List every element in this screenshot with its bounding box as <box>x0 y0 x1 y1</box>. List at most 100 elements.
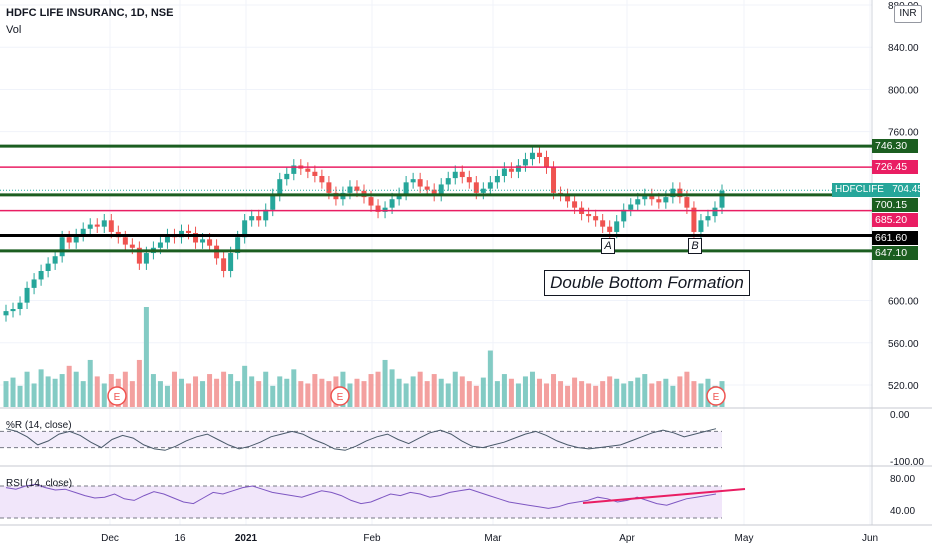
candle-body <box>473 182 479 193</box>
rsi-label[interactable]: RSI (14, close) <box>6 478 73 489</box>
candle-body <box>10 309 16 312</box>
candle-body <box>59 237 65 257</box>
ticker-name: HDFCLIFE <box>835 184 884 195</box>
candle-body <box>207 239 213 246</box>
volume-bar <box>87 359 93 407</box>
candle-body <box>649 195 655 200</box>
volume-bar <box>101 383 107 407</box>
volume-bar <box>424 381 430 407</box>
price-tick-label: 760.00 <box>888 128 919 139</box>
volume-bar <box>607 376 613 407</box>
volume-bar <box>17 385 23 407</box>
candle-body <box>24 287 30 303</box>
candle-body <box>529 152 535 160</box>
volume-bar <box>164 385 170 407</box>
level-tag-746: 746.30 <box>872 139 918 153</box>
volume-bar <box>684 371 690 407</box>
candle-body <box>354 186 360 191</box>
williams-r-line <box>5 428 717 451</box>
volume-bar <box>642 374 648 407</box>
candle-body <box>186 230 192 233</box>
candle-body <box>157 242 163 248</box>
rsi-tick-label: 40.00 <box>890 506 915 517</box>
level-tag-647: 647.10 <box>872 246 918 260</box>
candle-body <box>452 171 458 179</box>
candle-body <box>656 199 662 203</box>
volume-bar <box>670 385 676 407</box>
candle-body <box>291 165 297 174</box>
volume-bar <box>200 381 206 407</box>
volume-bar <box>10 377 16 407</box>
volume-bar <box>691 381 697 407</box>
candle-body <box>319 176 325 183</box>
candle-body <box>445 178 451 185</box>
candle-body <box>424 186 430 190</box>
volume-bar <box>66 365 72 407</box>
earnings-marker <box>330 386 350 406</box>
candle-body <box>410 179 416 183</box>
volume-bar <box>445 383 451 407</box>
volume-bar <box>129 381 135 407</box>
x-tick-label: 2021 <box>235 533 258 544</box>
volume-bar <box>579 381 585 407</box>
currency-button[interactable]: INR <box>894 5 922 23</box>
volume-bar <box>221 371 227 407</box>
price-tick-label: 600.00 <box>888 297 919 308</box>
candle-body <box>17 302 23 309</box>
volume-bar <box>136 359 142 407</box>
double-bottom-annotation[interactable]: Double Bottom Formation <box>544 270 750 296</box>
volume-bar <box>326 381 332 407</box>
volume-bar <box>73 371 79 407</box>
volume-bar <box>319 378 325 407</box>
volume-bar <box>452 371 458 407</box>
candle-body <box>614 221 620 232</box>
candle-body <box>375 205 381 212</box>
volume-bar <box>312 374 318 407</box>
candle-body <box>235 237 241 254</box>
volume-bar <box>628 381 634 407</box>
candle-body <box>277 179 283 195</box>
candle-body <box>122 237 128 245</box>
bottom-b-marker[interactable]: B <box>688 238 702 254</box>
candle-body <box>459 171 465 178</box>
candle-body <box>642 195 648 200</box>
level-tag-700: 700.15 <box>872 198 918 212</box>
volume-bar <box>347 383 353 407</box>
x-tick-label: Dec <box>101 533 119 544</box>
candle-body <box>136 247 142 264</box>
volume-bar <box>459 376 465 407</box>
x-tick-label: Jun <box>862 533 878 544</box>
williams-band <box>0 431 722 448</box>
candle-body <box>263 209 269 221</box>
earnings-marker-label: E <box>337 392 344 403</box>
volume-bar <box>389 369 395 407</box>
candle-body <box>256 216 262 221</box>
x-tick-label: Feb <box>363 533 381 544</box>
volume-bar <box>698 383 704 407</box>
volume-bar <box>410 376 416 407</box>
rsi-band <box>0 486 722 518</box>
volume-bar <box>529 371 535 407</box>
price-tick-label: 800.00 <box>888 85 919 96</box>
level-tag-661: 661.60 <box>872 231 918 245</box>
volume-bar <box>403 383 409 407</box>
price-tick-label: 560.00 <box>888 339 919 350</box>
volume-bar <box>256 381 262 407</box>
williams-r-label[interactable]: %R (14, close) <box>6 420 72 431</box>
volume-bar <box>31 383 37 407</box>
candle-body <box>389 199 395 208</box>
candle-body <box>677 188 683 198</box>
candle-body <box>200 239 206 243</box>
earnings-marker <box>706 386 726 406</box>
volume-bar <box>522 376 528 407</box>
candle-body <box>284 173 290 180</box>
candle-body <box>586 214 592 217</box>
volume-bar <box>487 350 493 407</box>
bottom-a-marker[interactable]: A <box>601 238 615 254</box>
volume-bar <box>396 378 402 407</box>
volume-bar <box>572 377 578 407</box>
williams-tick-label: 0.00 <box>890 410 910 421</box>
volume-bar <box>375 371 381 407</box>
candle-body <box>544 157 550 168</box>
